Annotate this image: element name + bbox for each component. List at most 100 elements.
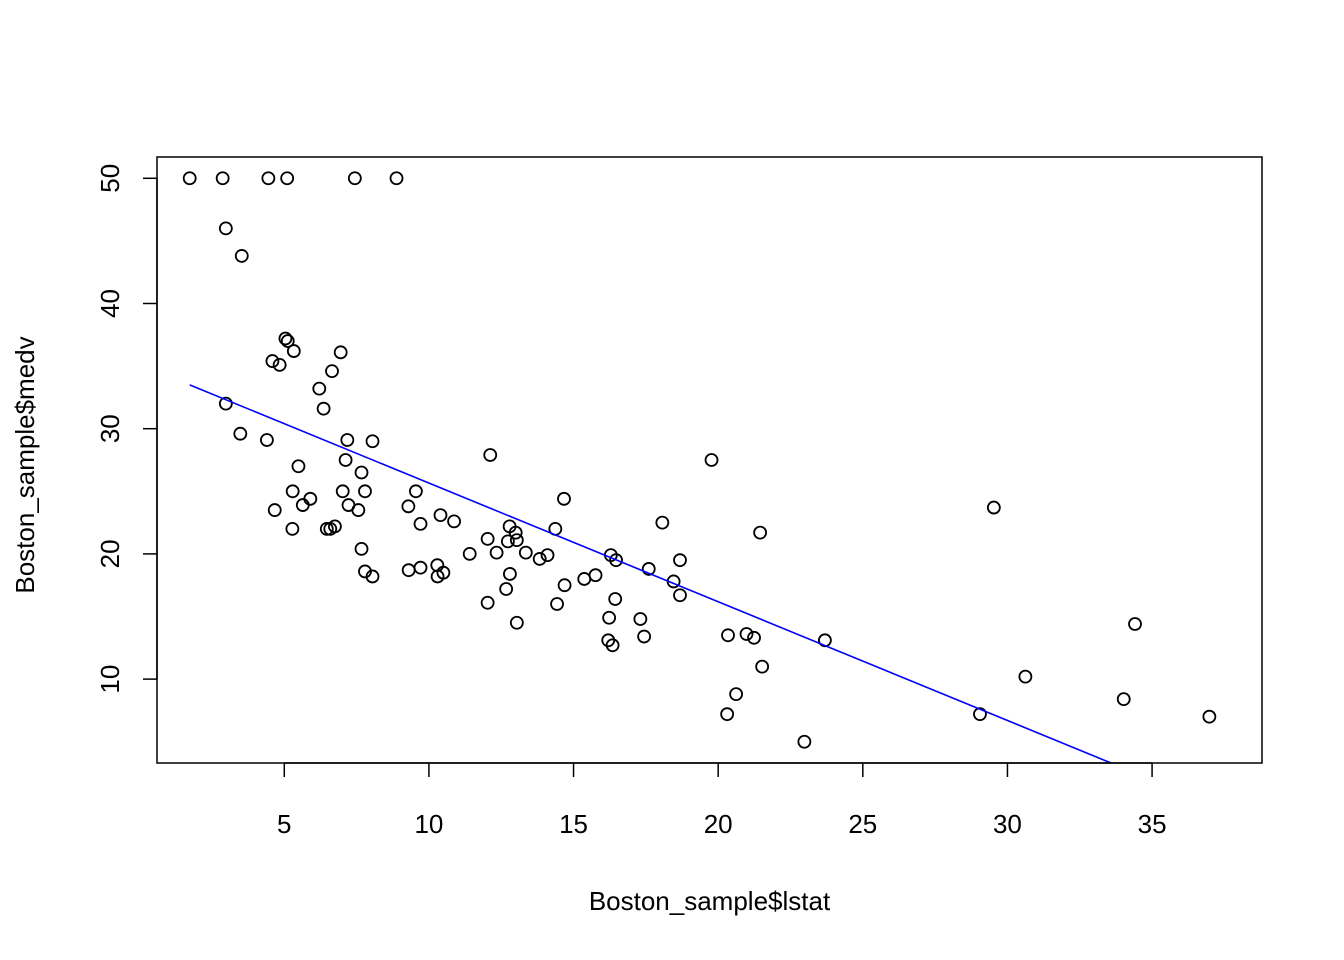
data-point: [351, 503, 366, 517]
data-point: [509, 533, 524, 548]
points-layer: [182, 171, 1217, 749]
data-point: [312, 381, 327, 396]
x-tick-label: 10: [414, 809, 443, 839]
data-point: [389, 171, 404, 186]
data-point: [577, 572, 592, 586]
data-point: [233, 426, 248, 441]
y-axis-label: Boston_sample$medv: [10, 336, 40, 593]
data-point: [508, 525, 523, 540]
data-point: [641, 562, 656, 576]
data-point: [291, 459, 306, 474]
data-point: [234, 249, 249, 263]
data-point: [338, 453, 353, 467]
data-point: [480, 531, 495, 546]
data-point: [462, 547, 477, 561]
data-point: [673, 588, 687, 603]
data-point: [413, 560, 428, 575]
y-tick-label: 20: [95, 539, 125, 568]
regression-line: [189, 384, 1112, 764]
data-point: [503, 567, 517, 581]
data-point: [1128, 617, 1142, 631]
data-point: [215, 171, 230, 186]
data-point: [500, 534, 515, 549]
x-tick-label: 5: [277, 809, 291, 839]
data-point: [358, 484, 372, 499]
data-point: [267, 503, 282, 517]
data-point: [747, 630, 761, 645]
x-tick-label: 25: [848, 809, 877, 839]
data-point: [1018, 669, 1033, 684]
data-point: [295, 498, 310, 512]
y-tick-label: 30: [95, 414, 125, 443]
data-point: [483, 448, 498, 462]
data-point: [720, 707, 735, 722]
data-point: [365, 569, 380, 584]
data-point: [347, 171, 362, 186]
data-point: [413, 516, 428, 531]
data-point: [333, 345, 348, 360]
data-point: [280, 171, 295, 186]
data-point: [637, 629, 652, 644]
y-tick-label: 10: [95, 665, 125, 694]
data-point: [354, 541, 369, 556]
data-point: [278, 331, 293, 346]
data-point: [365, 434, 380, 449]
data-point: [335, 484, 350, 499]
data-point: [973, 707, 987, 722]
data-point: [260, 433, 274, 447]
data-point: [401, 499, 416, 514]
data-point: [272, 357, 287, 372]
data-point: [509, 615, 524, 630]
data-point: [218, 221, 233, 236]
data-point: [609, 553, 623, 568]
data-point: [655, 515, 670, 530]
data-point: [280, 334, 295, 348]
data-point: [797, 734, 812, 749]
x-tick-label: 15: [559, 809, 588, 839]
x-tick-label: 35: [1138, 809, 1167, 839]
data-point: [1116, 692, 1131, 707]
data-point: [532, 552, 547, 566]
data-point: [285, 484, 300, 499]
data-point: [327, 519, 342, 534]
data-point: [608, 592, 623, 606]
data-point: [704, 453, 719, 467]
data-point: [729, 687, 744, 702]
data-point: [408, 484, 423, 499]
data-point: [605, 638, 620, 653]
data-point: [319, 521, 334, 536]
data-point: [673, 553, 687, 568]
plot-frame: [156, 156, 1263, 764]
data-point: [286, 344, 301, 358]
y-tick-label: 40: [95, 289, 125, 318]
data-point: [447, 514, 461, 529]
data-point: [557, 491, 571, 506]
data-point: [633, 612, 648, 626]
data-point: [285, 521, 300, 536]
data-point: [540, 548, 555, 563]
x-tick-label: 20: [704, 809, 733, 839]
data-point: [436, 565, 451, 580]
data-point: [182, 171, 197, 186]
data-point: [721, 628, 735, 643]
data-point: [518, 545, 533, 560]
x-axis-label: Boston_sample$lstat: [589, 886, 831, 916]
data-point: [739, 627, 754, 641]
x-tick-label: 30: [993, 809, 1022, 839]
data-point: [1202, 709, 1217, 724]
data-point: [433, 508, 448, 522]
data-point: [340, 433, 355, 447]
data-point: [755, 659, 770, 674]
data-point: [489, 545, 504, 560]
data-point: [753, 525, 768, 540]
data-point: [354, 465, 369, 480]
data-point: [325, 364, 339, 379]
data-point: [550, 597, 564, 611]
data-point: [602, 610, 617, 625]
data-point: [480, 595, 495, 610]
data-point: [499, 582, 514, 596]
data-point: [986, 500, 1001, 515]
data-point: [316, 401, 331, 416]
